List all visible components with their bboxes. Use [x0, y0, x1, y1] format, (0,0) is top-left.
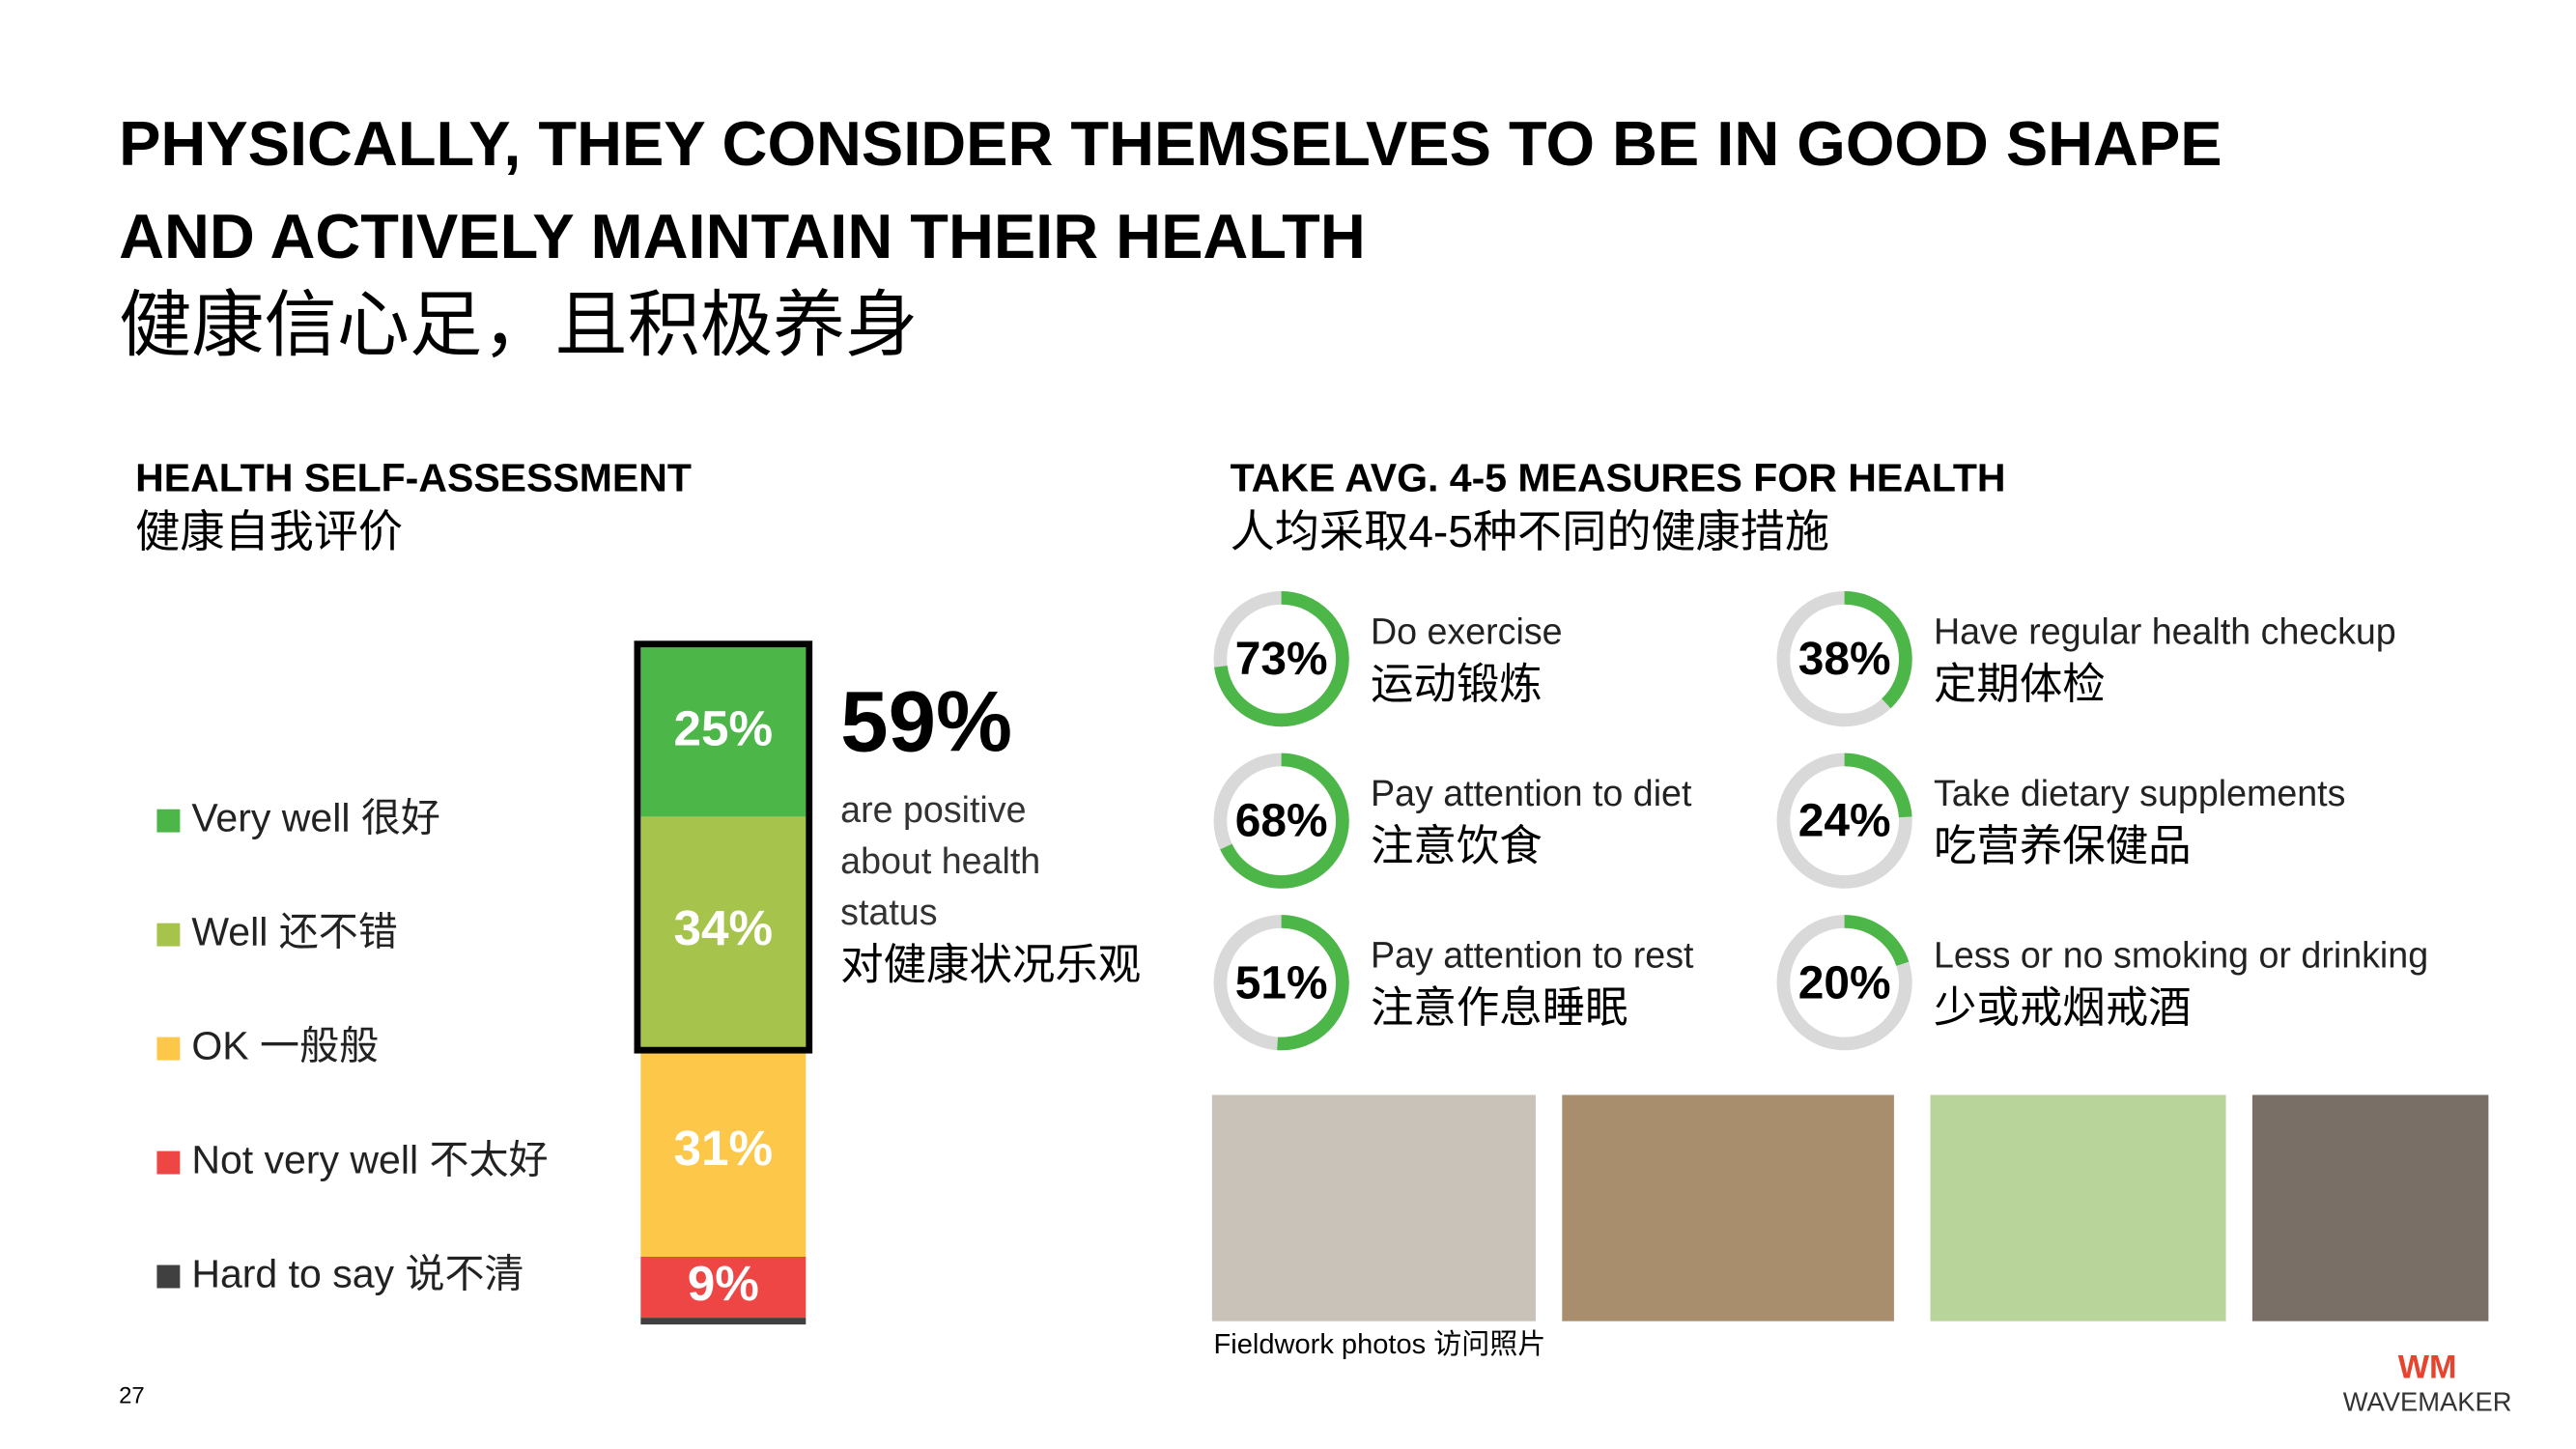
measure-label-zh: 定期体检: [1934, 661, 2106, 708]
bar-segment: [640, 647, 807, 817]
annotation-zh: 对健康状况乐观: [840, 942, 1141, 989]
donut-arc: [1776, 753, 1912, 889]
value-label: 73%: [1235, 634, 1328, 685]
measure-label: Have regular health checkup: [1934, 611, 2396, 651]
bar-segment: [640, 816, 807, 1047]
measure-label-zh: 注意饮食: [1371, 822, 1543, 869]
bar-segment: [640, 1257, 807, 1319]
value-label: 20%: [1798, 957, 1891, 1009]
measure-label: Less or no smoking or drinking: [1934, 935, 2428, 976]
legend-swatch: [156, 809, 181, 833]
photo: [2251, 1094, 2489, 1321]
value-label: 38%: [1798, 634, 1891, 685]
annotation-value: 59%: [840, 673, 1012, 769]
measure-label: Take dietary supplements: [1934, 773, 2345, 813]
photo: [1562, 1094, 1894, 1321]
legend-swatch: [156, 1151, 181, 1175]
annotation-text: about health: [840, 840, 1040, 881]
legend-label: OK 一般般: [191, 1023, 379, 1067]
value-label: 68%: [1235, 796, 1328, 847]
legend-label: Not very well 不太好: [191, 1137, 548, 1181]
photo-caption: Fieldwork photos 访问照片: [1214, 1328, 1546, 1360]
annotation-text: status: [840, 892, 937, 932]
legend-label: Very well 很好: [191, 796, 440, 840]
chart-title: TAKE AVG. 4-5 MEASURES FOR HEALTH: [1231, 455, 2006, 499]
title-zh: 健康信心足，且积极养身: [119, 284, 918, 365]
annotation-text: are positive: [840, 789, 1026, 830]
chart-subtitle: 健康自我评价: [135, 506, 403, 556]
donut-arc: [1213, 915, 1349, 1051]
chart-title: HEALTH SELF-ASSESSMENT: [135, 455, 692, 499]
measure-label: Pay attention to diet: [1371, 773, 1692, 813]
legend-swatch: [156, 1037, 181, 1061]
bar-segment: [640, 1318, 807, 1325]
photo: [1930, 1094, 2226, 1321]
chart-subtitle: 人均采取4-5种不同的健康措施: [1231, 506, 1829, 556]
bar-segment: [640, 1046, 807, 1258]
measure-label-zh: 吃营养保健品: [1934, 822, 2192, 869]
measure-label-zh: 注意作息睡眠: [1371, 984, 1628, 1032]
donut-arc: [1213, 753, 1349, 889]
photo: [1211, 1094, 1536, 1321]
title-line: AND ACTIVELY MAINTAIN THEIR HEALTH: [119, 201, 1366, 271]
value-label: 9%: [688, 1256, 759, 1311]
legend-swatch: [156, 923, 181, 947]
photos: [1211, 1094, 2489, 1321]
page-number: 27: [119, 1383, 145, 1409]
measure-label: Do exercise: [1371, 611, 1563, 651]
value-label: 31%: [674, 1121, 774, 1176]
logo: WAVEMAKER: [2343, 1386, 2512, 1416]
logo-mark: WM: [2398, 1349, 2457, 1385]
value-label: 51%: [1235, 957, 1328, 1009]
legend-swatch: [156, 1264, 181, 1289]
highlight-box: [634, 640, 813, 1054]
title-line: PHYSICALLY, THEY CONSIDER THEMSELVES TO …: [119, 108, 2222, 179]
measure-label-zh: 少或戒烟戒酒: [1934, 984, 2192, 1032]
donut-arc: [1776, 591, 1912, 727]
value-label: 25%: [674, 700, 774, 755]
donut-arc: [1776, 915, 1912, 1051]
value-label: 34%: [674, 900, 774, 955]
value-label: 24%: [1798, 796, 1891, 847]
legend-label: Hard to say 说不清: [191, 1251, 524, 1295]
legend-label: Well 还不错: [191, 909, 397, 953]
measure-label: Pay attention to rest: [1371, 935, 1694, 976]
measure-label-zh: 运动锻炼: [1371, 661, 1543, 708]
donut-arc: [1213, 591, 1349, 727]
